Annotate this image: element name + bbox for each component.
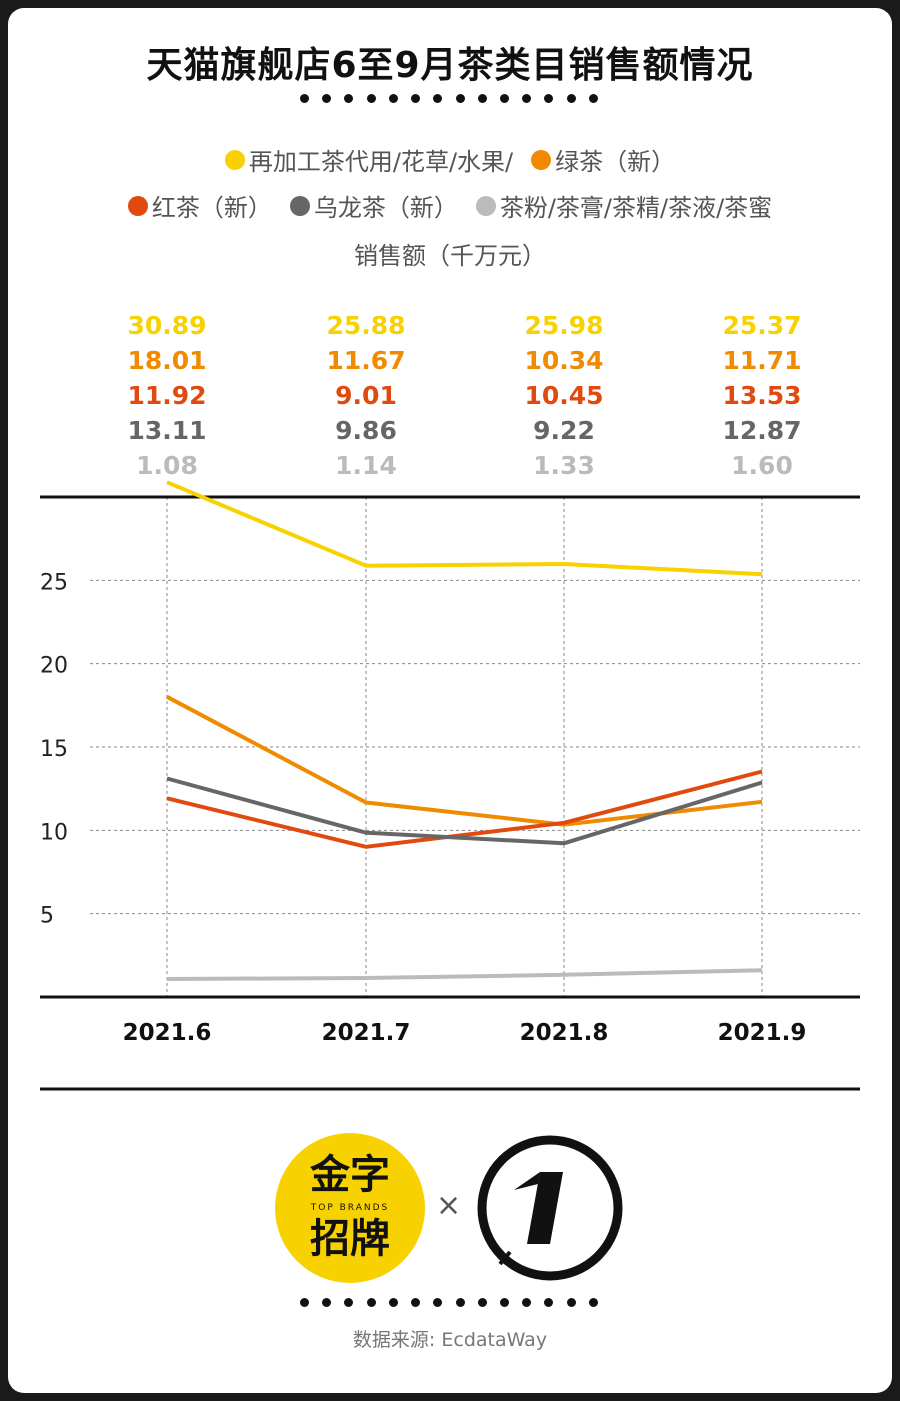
times-sign: × — [436, 1188, 462, 1223]
y-tick-label: 10 — [40, 820, 68, 845]
legend-item: 再加工茶代用/花草/水果/ — [224, 142, 514, 177]
legend-label: 再加工茶代用/花草/水果/ — [248, 148, 514, 176]
series-line — [166, 968, 763, 981]
x-tick-label: 2021.7 — [322, 1020, 411, 1046]
y-tick-label: 5 — [40, 904, 54, 929]
series-line — [166, 769, 763, 849]
data-label: 11.71 — [722, 346, 801, 375]
data-label: 11.67 — [326, 346, 405, 375]
chart-title: 天猫旗舰店6至9月茶类目销售额情况 — [146, 45, 754, 86]
data-label: 9.22 — [533, 416, 595, 445]
top-brands-logo: 金字 TOP BRANDS 招牌 — [275, 1133, 425, 1283]
data-label: 10.34 — [524, 346, 603, 375]
legend-item: 乌龙茶（新） — [289, 188, 458, 223]
series-line — [166, 695, 763, 827]
data-label: 1.60 — [731, 451, 793, 480]
x-tick-label: 2021.9 — [718, 1020, 807, 1046]
legend-label: 红茶（新） — [151, 194, 272, 222]
chart-card — [8, 8, 892, 1393]
legend-label: 茶粉/茶膏/茶精/茶液/茶蜜 — [499, 194, 773, 222]
legend-row-2: 红茶（新） 乌龙茶（新） 茶粉/茶膏/茶精/茶液/茶蜜 — [0, 188, 900, 223]
data-label: 25.88 — [326, 311, 405, 340]
footer-dot-divider — [300, 1297, 598, 1307]
legend-swatch — [224, 149, 245, 170]
legend-swatch — [289, 195, 310, 216]
number-one-logo — [477, 1135, 623, 1281]
series-line — [166, 776, 763, 846]
data-label: 1.14 — [335, 451, 397, 480]
legend-swatch — [475, 195, 496, 216]
data-label: 30.89 — [127, 311, 206, 340]
logo-sub: TOP BRANDS — [310, 1203, 390, 1213]
data-label: 12.87 — [722, 416, 801, 445]
data-label: 13.53 — [722, 381, 801, 410]
data-label: 13.11 — [127, 416, 206, 445]
data-source: 数据来源: EcdataWay — [352, 1329, 548, 1351]
data-label: 11.92 — [127, 381, 206, 410]
data-label: 1.33 — [533, 451, 595, 480]
y-tick-label: 25 — [40, 570, 68, 595]
x-tick-label: 2021.8 — [520, 1020, 609, 1046]
legend-swatch — [127, 195, 148, 216]
data-label: 25.98 — [524, 311, 603, 340]
legend-item: 茶粉/茶膏/茶精/茶液/茶蜜 — [475, 188, 773, 223]
y-tick-label: 15 — [40, 737, 68, 762]
data-label: 9.01 — [335, 381, 397, 410]
logo-line2: 招牌 — [310, 1216, 390, 1262]
unit-label: 销售额（千万元） — [354, 242, 546, 270]
legend-label: 乌龙茶（新） — [313, 194, 458, 222]
data-label: 18.01 — [127, 346, 206, 375]
legend-label: 绿茶（新） — [555, 148, 676, 176]
y-tick-label: 20 — [40, 654, 68, 679]
logo-line1: 金字 — [310, 1152, 390, 1198]
title-dot-divider — [300, 93, 598, 103]
legend-item: 绿茶（新） — [531, 142, 675, 177]
legend-row-1: 再加工茶代用/花草/水果/ 绿茶（新） — [0, 142, 900, 177]
data-label: 1.08 — [136, 451, 198, 480]
data-label: 9.86 — [335, 416, 397, 445]
series-line — [166, 480, 763, 577]
data-label: 10.45 — [524, 381, 603, 410]
legend-swatch — [531, 149, 552, 170]
x-tick-label: 2021.6 — [123, 1020, 212, 1046]
legend-item: 红茶（新） — [127, 188, 272, 223]
data-label: 25.37 — [722, 311, 801, 340]
